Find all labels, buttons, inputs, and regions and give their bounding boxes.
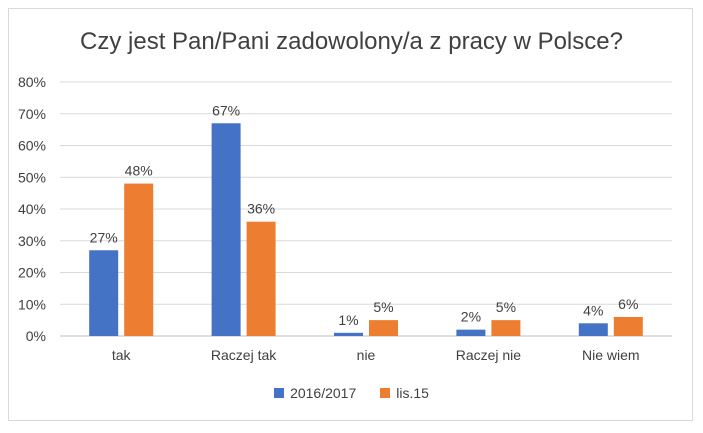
data-label: 67% [212, 102, 240, 118]
bar [334, 332, 363, 336]
y-tick-label: 0% [26, 328, 46, 344]
x-category-label: Raczej nie [456, 347, 522, 363]
data-label: 2% [461, 309, 481, 325]
legend-swatch-series-2 [380, 388, 391, 398]
y-tick-label: 30% [18, 233, 46, 249]
y-tick-label: 10% [18, 296, 46, 312]
bar [578, 323, 608, 336]
bar [613, 316, 643, 336]
data-label: 48% [125, 163, 153, 179]
legend-item-series-1: 2016/2017 [274, 385, 356, 401]
legend-label-series-1: 2016/2017 [290, 385, 357, 401]
bar [246, 221, 276, 336]
data-label: 1% [338, 312, 358, 328]
bar [369, 320, 398, 336]
bar [211, 123, 241, 337]
y-tick-label: 60% [18, 138, 46, 154]
y-tick-label: 80% [18, 74, 46, 90]
y-tick-label: 50% [18, 169, 46, 185]
data-label: 5% [496, 299, 516, 315]
x-category-label: Raczej tak [211, 347, 277, 363]
y-tick-label: 70% [18, 106, 46, 122]
x-category-label: Nie wiem [582, 347, 640, 363]
chart-title: Czy jest Pan/Pani zadowolony/a z pracy w… [80, 28, 623, 55]
bar [89, 250, 119, 336]
x-category-label: nie [357, 347, 376, 363]
legend-swatch-series-1 [274, 388, 285, 398]
y-tick-label: 20% [18, 265, 46, 281]
data-label: 27% [90, 229, 118, 245]
bar [491, 320, 521, 336]
legend-item-series-2: lis.15 [380, 385, 429, 401]
data-label: 4% [583, 302, 603, 318]
chart-legend: 2016/2017 lis.15 [0, 385, 703, 401]
data-label: 36% [247, 201, 275, 217]
x-category-label: tak [112, 347, 132, 363]
y-tick-label: 40% [18, 201, 46, 217]
bar [456, 329, 486, 336]
data-label: 6% [618, 296, 638, 312]
bar [124, 183, 154, 336]
chart-frame [8, 8, 693, 421]
legend-label-series-2: lis.15 [396, 385, 429, 401]
data-label: 5% [373, 299, 393, 315]
